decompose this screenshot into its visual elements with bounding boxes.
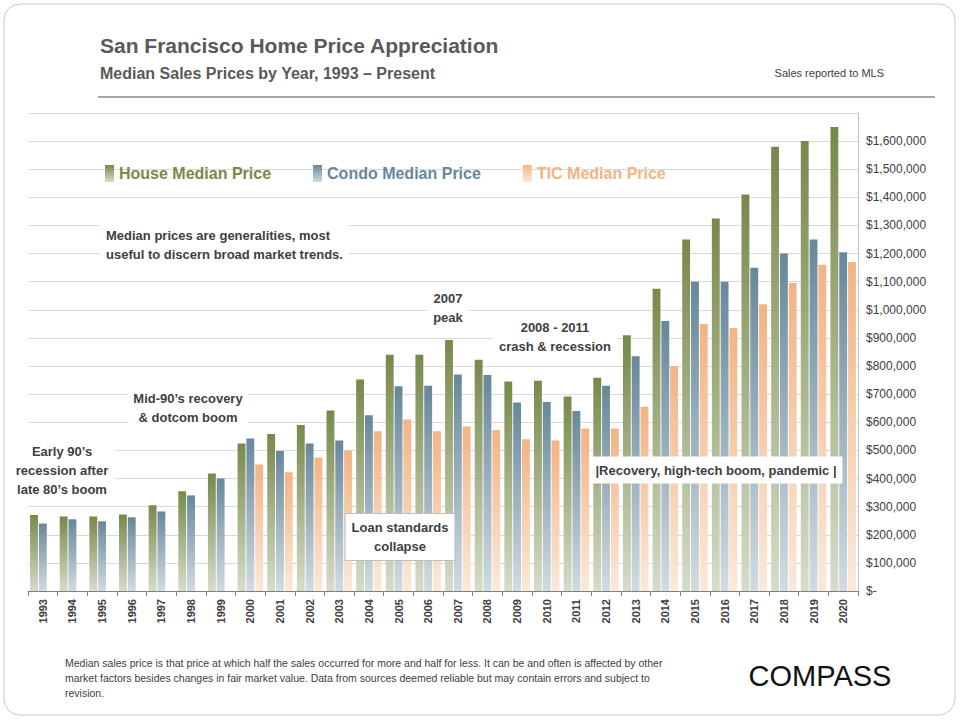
svg-text:Early 90’s: Early 90’s (32, 444, 92, 459)
svg-text:1994: 1994 (66, 598, 78, 623)
svg-text:2016: 2016 (719, 599, 731, 623)
svg-text:2011: 2011 (570, 599, 582, 623)
svg-text:2007: 2007 (434, 291, 463, 306)
svg-text:1995: 1995 (96, 599, 108, 623)
svg-text:$1,000,000: $1,000,000 (866, 303, 926, 317)
svg-text:2020: 2020 (837, 599, 849, 623)
svg-text:$300,000: $300,000 (866, 500, 916, 514)
svg-text:Median Sales Prices by Year, 1: Median Sales Prices by Year, 1993 – Pres… (100, 65, 436, 82)
svg-text:1996: 1996 (126, 599, 138, 623)
svg-text:2015: 2015 (689, 599, 701, 623)
svg-text:$700,000: $700,000 (866, 387, 916, 401)
svg-text:2012: 2012 (600, 599, 612, 623)
svg-text:San Francisco Home Price Appre: San Francisco Home Price Appreciation (100, 34, 498, 57)
svg-text:2001: 2001 (274, 599, 286, 623)
svg-text:2017: 2017 (748, 599, 760, 623)
svg-text:& dotcom boom: & dotcom boom (139, 410, 238, 425)
svg-text:2007: 2007 (452, 599, 464, 623)
svg-text:$400,000: $400,000 (866, 472, 916, 486)
svg-text:1999: 1999 (215, 599, 227, 623)
svg-text:2013: 2013 (630, 599, 642, 623)
svg-text:Mid-90’s recovery: Mid-90’s recovery (133, 391, 243, 406)
svg-text:2000: 2000 (244, 599, 256, 623)
svg-text:$1,100,000: $1,100,000 (866, 275, 926, 289)
svg-text:recession after: recession after (16, 463, 109, 478)
svg-text:$100,000: $100,000 (866, 556, 916, 570)
svg-text:$900,000: $900,000 (866, 331, 916, 345)
svg-text:2004: 2004 (363, 598, 375, 623)
svg-text:TIC Median Price: TIC Median Price (537, 165, 666, 182)
svg-text:$1,600,000: $1,600,000 (866, 134, 926, 148)
svg-text:1997: 1997 (155, 599, 167, 623)
svg-text:$800,000: $800,000 (866, 359, 916, 373)
svg-text:late 80’s boom: late 80’s boom (17, 482, 107, 497)
svg-text:1993: 1993 (37, 599, 49, 623)
svg-text:$1,500,000: $1,500,000 (866, 162, 926, 176)
svg-text:Median sales price is that pri: Median sales price is that price at whic… (65, 657, 665, 669)
svg-text:2018: 2018 (778, 599, 790, 623)
svg-text:COMPASS: COMPASS (749, 660, 892, 692)
svg-text:2019: 2019 (808, 599, 820, 623)
svg-text:$500,000: $500,000 (866, 443, 916, 457)
svg-text:1998: 1998 (185, 599, 197, 623)
svg-text:2002: 2002 (304, 599, 316, 623)
svg-text:$1,300,000: $1,300,000 (866, 218, 926, 232)
svg-text:House Median Price: House Median Price (119, 165, 271, 182)
svg-text:Loan standards: Loan standards (352, 520, 449, 535)
svg-text:2006: 2006 (422, 599, 434, 623)
svg-text:Sales reported to MLS: Sales reported to MLS (775, 67, 884, 79)
svg-text:2005: 2005 (393, 599, 405, 623)
svg-text:2003: 2003 (333, 599, 345, 623)
svg-text:market factors besides changes: market factors besides changes in fair m… (65, 672, 653, 684)
svg-text:2009: 2009 (511, 599, 523, 623)
svg-text:$200,000: $200,000 (866, 528, 916, 542)
svg-text:$-: $- (866, 584, 877, 598)
svg-text:2008: 2008 (481, 599, 493, 623)
svg-text:Median prices are generalities: Median prices are generalities, most (106, 228, 331, 243)
svg-text:revision.: revision. (65, 687, 104, 699)
svg-text:Condo Median Price: Condo Median Price (327, 165, 481, 182)
svg-text:collapse: collapse (374, 539, 426, 554)
svg-text:2014: 2014 (659, 598, 671, 623)
svg-text:peak: peak (433, 310, 463, 325)
svg-text:useful to discern broad market: useful to discern broad market trends. (106, 247, 343, 262)
svg-text:crash & recession: crash & recession (499, 339, 611, 354)
svg-text:$1,200,000: $1,200,000 (866, 247, 926, 261)
svg-text:2008 - 2011: 2008 - 2011 (521, 320, 590, 335)
svg-text:$600,000: $600,000 (866, 415, 916, 429)
svg-text:2010: 2010 (541, 599, 553, 623)
svg-text:$1,400,000: $1,400,000 (866, 190, 926, 204)
svg-text:|Recovery, high-tech boom, pan: |Recovery, high-tech boom, pandemic | (595, 463, 836, 478)
